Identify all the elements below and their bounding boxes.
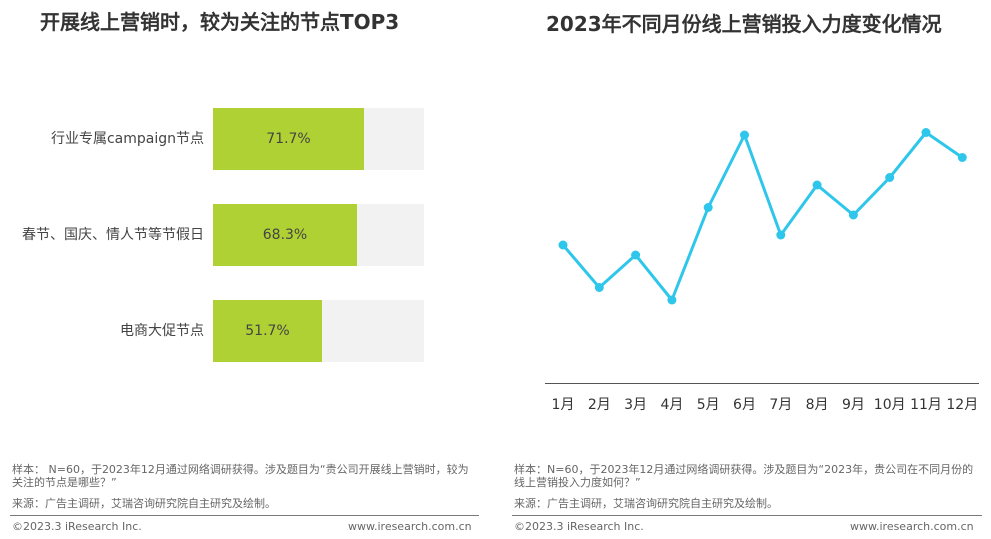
x-tick-label: 6月 <box>733 397 756 413</box>
website-text: www.iresearch.com.cn <box>348 520 472 533</box>
bar <box>213 108 364 170</box>
data-point <box>631 250 641 260</box>
bar-value-label: 71.7% <box>266 131 311 147</box>
footer-divider <box>10 515 479 516</box>
data-point <box>594 283 604 292</box>
website-text: www.iresearch.com.cn <box>850 520 974 533</box>
bar-track: 68.3% <box>213 204 424 266</box>
sample-note: 样本： N=60，于2023年12月通过网络调研获得。涉及题目为“贵公司开展线上… <box>12 463 469 489</box>
x-tick-label: 8月 <box>806 397 829 413</box>
bar-chart-title: 开展线上营销时，较为关注的节点TOP3 <box>40 10 400 34</box>
data-point <box>776 230 786 240</box>
bar-value-label: 68.3% <box>262 227 308 243</box>
line-chart-title: 2023年不同月份线上营销投入力度变化情况 <box>546 12 942 36</box>
source-note: 来源：广告主调研，艾瑞咨询研究院自主研究及绘制。 <box>12 497 276 510</box>
x-tick-label: 11月 <box>910 397 942 413</box>
data-point <box>885 173 895 182</box>
bar-row: 春节、国庆、情人节等节假日 68.3% <box>0 204 430 266</box>
data-point <box>558 240 568 250</box>
x-tick-label: 4月 <box>660 397 683 413</box>
series-line <box>561 131 964 302</box>
bar <box>213 204 357 266</box>
data-point <box>703 203 713 212</box>
data-point <box>667 295 677 305</box>
source-note: 来源：广告主调研，艾瑞咨询研究院自主研究及绘制。 <box>514 497 778 510</box>
data-point <box>957 153 967 162</box>
data-point <box>812 180 822 190</box>
copyright-text: ©2023.3 iResearch Inc. <box>12 520 142 533</box>
footer-divider <box>512 515 982 516</box>
data-point <box>848 210 858 220</box>
x-tick-label: 5月 <box>697 397 720 413</box>
x-tick-label: 1月 <box>552 397 575 413</box>
bar-track: 71.7% <box>213 108 424 170</box>
x-tick-label: 7月 <box>769 397 792 413</box>
x-tick-label: 2月 <box>588 397 611 413</box>
line-chart: 1月 2月 3月 4月 5月 6月 7月 8月 9月 10月 11月 12月 <box>545 128 979 413</box>
x-tick-label: 12月 <box>946 397 978 413</box>
bar <box>213 300 322 362</box>
data-point <box>921 128 931 137</box>
copyright-text: ©2023.3 iResearch Inc. <box>514 520 644 533</box>
bar-category-label: 电商大促节点 <box>120 323 204 339</box>
bar-row: 电商大促节点 51.7% <box>0 300 430 362</box>
bar-category-label: 行业专属campaign节点 <box>50 131 204 147</box>
x-tick-label: 9月 <box>842 397 865 413</box>
bar-value-label: 51.7% <box>245 323 290 339</box>
sample-note: 样本：N=60，于2023年12月通过网络调研获得。涉及题目为“2023年，贵公… <box>514 463 974 489</box>
data-point <box>740 130 749 140</box>
bar-category-label: 春节、国庆、情人节等节假日 <box>22 227 204 243</box>
bar-track: 51.7% <box>213 300 424 362</box>
x-tick-label: 3月 <box>624 397 647 413</box>
x-tick-label: 10月 <box>874 397 906 413</box>
bar-row: 行业专属campaign节点 71.7% <box>0 108 430 170</box>
